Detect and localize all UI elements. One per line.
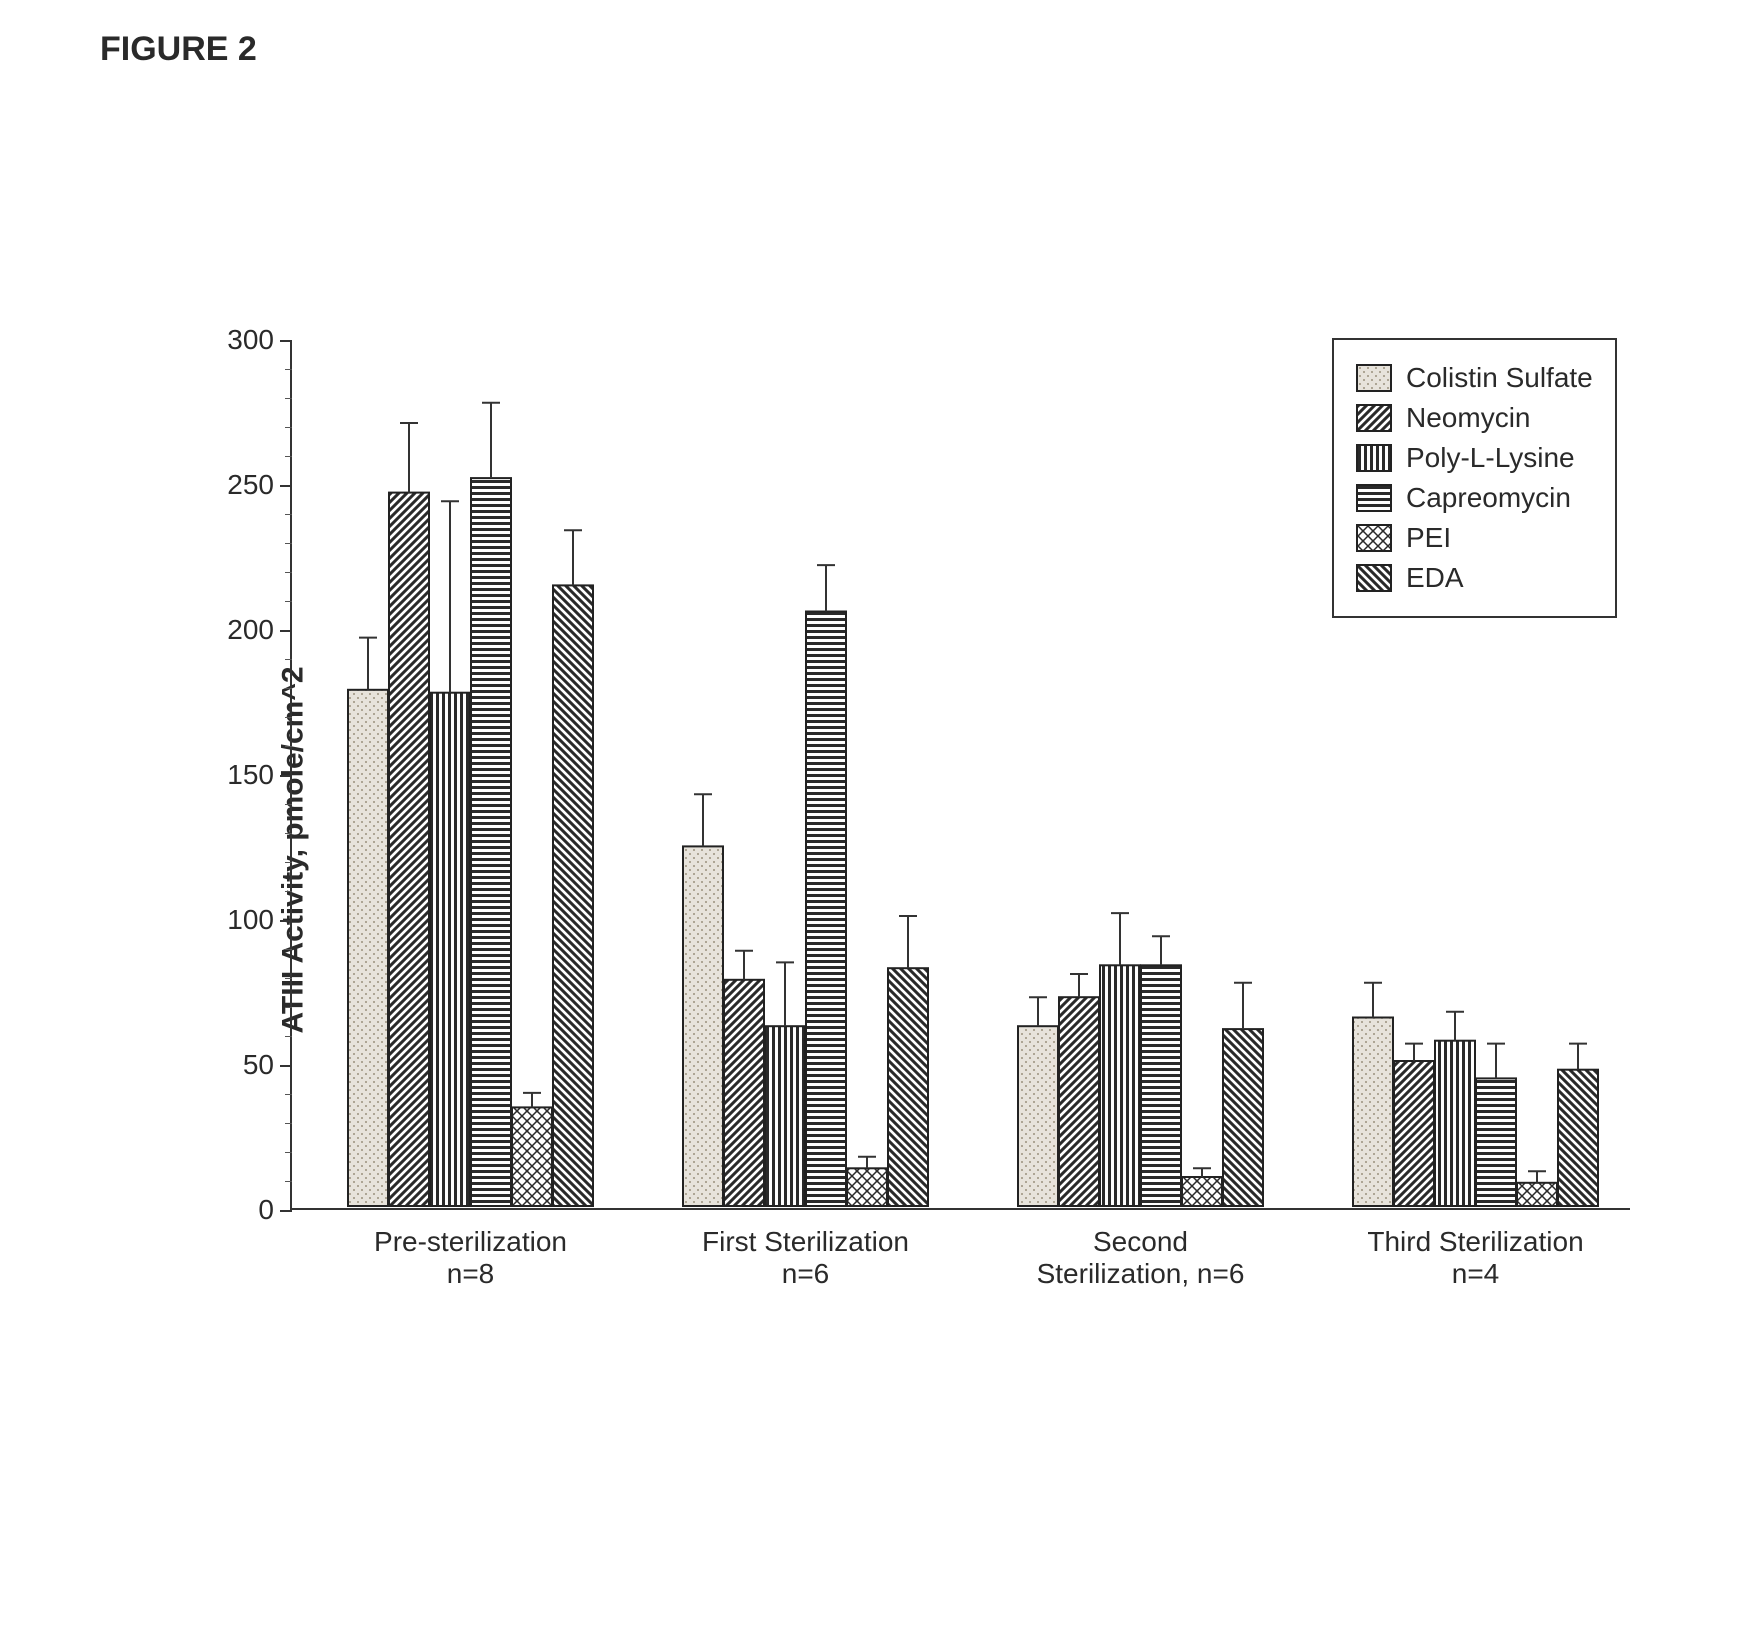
x-tick-label-line2: n=4	[1367, 1258, 1583, 1290]
bar-poly	[765, 1026, 805, 1206]
bar-pei	[1517, 1183, 1557, 1206]
bar-poly	[430, 693, 470, 1206]
y-minor-tick	[285, 1007, 292, 1008]
bar-capreo	[471, 478, 511, 1206]
bar-neomycin	[724, 980, 764, 1206]
y-tick-label: 0	[258, 1194, 292, 1226]
bar-eda	[1558, 1070, 1598, 1206]
legend-label: Poly-L-Lysine	[1406, 442, 1575, 474]
y-minor-tick	[285, 1094, 292, 1095]
bar-neomycin	[1059, 997, 1099, 1206]
bar-pei	[512, 1107, 552, 1206]
page: FIGURE 2 ATIII Activity, pmole/cm^2 0501…	[0, 0, 1754, 1626]
y-minor-tick	[285, 1123, 292, 1124]
legend-swatch-pei	[1356, 524, 1392, 552]
x-tick-label-line1: Pre-sterilization	[374, 1226, 567, 1257]
x-tick-label-line1: First Sterilization	[702, 1226, 909, 1257]
bar-colistin	[683, 846, 723, 1206]
y-minor-tick	[285, 804, 292, 805]
legend-row-neomycin: Neomycin	[1356, 402, 1593, 434]
y-minor-tick	[285, 572, 292, 573]
chart: ATIII Activity, pmole/cm^2 0501001502002…	[120, 300, 1680, 1400]
figure-label: FIGURE 2	[100, 30, 257, 69]
y-minor-tick	[285, 949, 292, 950]
y-minor-tick	[285, 978, 292, 979]
x-tick-label: First Sterilizationn=6	[702, 1208, 909, 1290]
legend-row-poly: Poly-L-Lysine	[1356, 442, 1593, 474]
x-tick-label-line1: Third Sterilization	[1367, 1226, 1583, 1257]
bar-colistin	[1018, 1026, 1058, 1206]
legend-row-pei: PEI	[1356, 522, 1593, 554]
y-minor-tick	[285, 717, 292, 718]
y-minor-tick	[285, 1181, 292, 1182]
y-minor-tick	[285, 514, 292, 515]
y-tick-label: 200	[227, 614, 292, 646]
legend-label: Neomycin	[1406, 402, 1530, 434]
bar-neomycin	[1394, 1061, 1434, 1206]
y-minor-tick	[285, 659, 292, 660]
y-minor-tick	[285, 1152, 292, 1153]
legend-row-eda: EDA	[1356, 562, 1593, 594]
y-minor-tick	[285, 369, 292, 370]
legend: Colistin Sulfate Neomycin Poly-L-Lysine Cap…	[1332, 338, 1617, 618]
bar-colistin	[1353, 1018, 1393, 1207]
bar-capreo	[806, 612, 846, 1207]
legend-label: Colistin Sulfate	[1406, 362, 1593, 394]
y-minor-tick	[285, 398, 292, 399]
x-tick-label: Pre-sterilizationn=8	[374, 1208, 567, 1290]
y-minor-tick	[285, 601, 292, 602]
plot-area: 050100150200250300Pre-sterilizationn=8Fi…	[290, 340, 1630, 1210]
y-minor-tick	[285, 427, 292, 428]
y-tick-label: 100	[227, 904, 292, 936]
y-tick-label: 50	[243, 1049, 292, 1081]
y-minor-tick	[285, 456, 292, 457]
bar-eda	[553, 585, 593, 1206]
legend-swatch-neomycin	[1356, 404, 1392, 432]
legend-row-capreo: Capreomycin	[1356, 482, 1593, 514]
y-minor-tick	[285, 833, 292, 834]
legend-row-colistin: Colistin Sulfate	[1356, 362, 1593, 394]
bar-eda	[1223, 1029, 1263, 1206]
x-tick-label: Third Sterilizationn=4	[1367, 1208, 1583, 1290]
legend-swatch-eda	[1356, 564, 1392, 592]
bar-colistin	[348, 690, 388, 1206]
bar-eda	[888, 968, 928, 1206]
y-tick-label: 300	[227, 324, 292, 356]
legend-label: EDA	[1406, 562, 1464, 594]
legend-label: Capreomycin	[1406, 482, 1571, 514]
bar-capreo	[1476, 1078, 1516, 1206]
bar-poly	[1435, 1041, 1475, 1206]
y-tick-label: 250	[227, 469, 292, 501]
bar-capreo	[1141, 965, 1181, 1206]
y-minor-tick	[285, 891, 292, 892]
legend-label: PEI	[1406, 522, 1451, 554]
legend-swatch-poly	[1356, 444, 1392, 472]
legend-swatch-colistin	[1356, 364, 1392, 392]
x-tick-label-line2: n=6	[702, 1258, 909, 1290]
x-tick-label-line2: n=8	[374, 1258, 567, 1290]
y-minor-tick	[285, 543, 292, 544]
bar-neomycin	[389, 493, 429, 1206]
y-minor-tick	[285, 1036, 292, 1037]
x-tick-label-line1: Second	[1093, 1226, 1188, 1257]
bar-poly	[1100, 965, 1140, 1206]
x-tick-label-line2: Sterilization, n=6	[1037, 1258, 1245, 1290]
y-minor-tick	[285, 862, 292, 863]
y-minor-tick	[285, 746, 292, 747]
legend-swatch-capreo	[1356, 484, 1392, 512]
x-tick-label: SecondSterilization, n=6	[1037, 1208, 1245, 1290]
bar-pei	[847, 1168, 887, 1206]
bar-pei	[1182, 1177, 1222, 1206]
y-minor-tick	[285, 688, 292, 689]
y-tick-label: 150	[227, 759, 292, 791]
